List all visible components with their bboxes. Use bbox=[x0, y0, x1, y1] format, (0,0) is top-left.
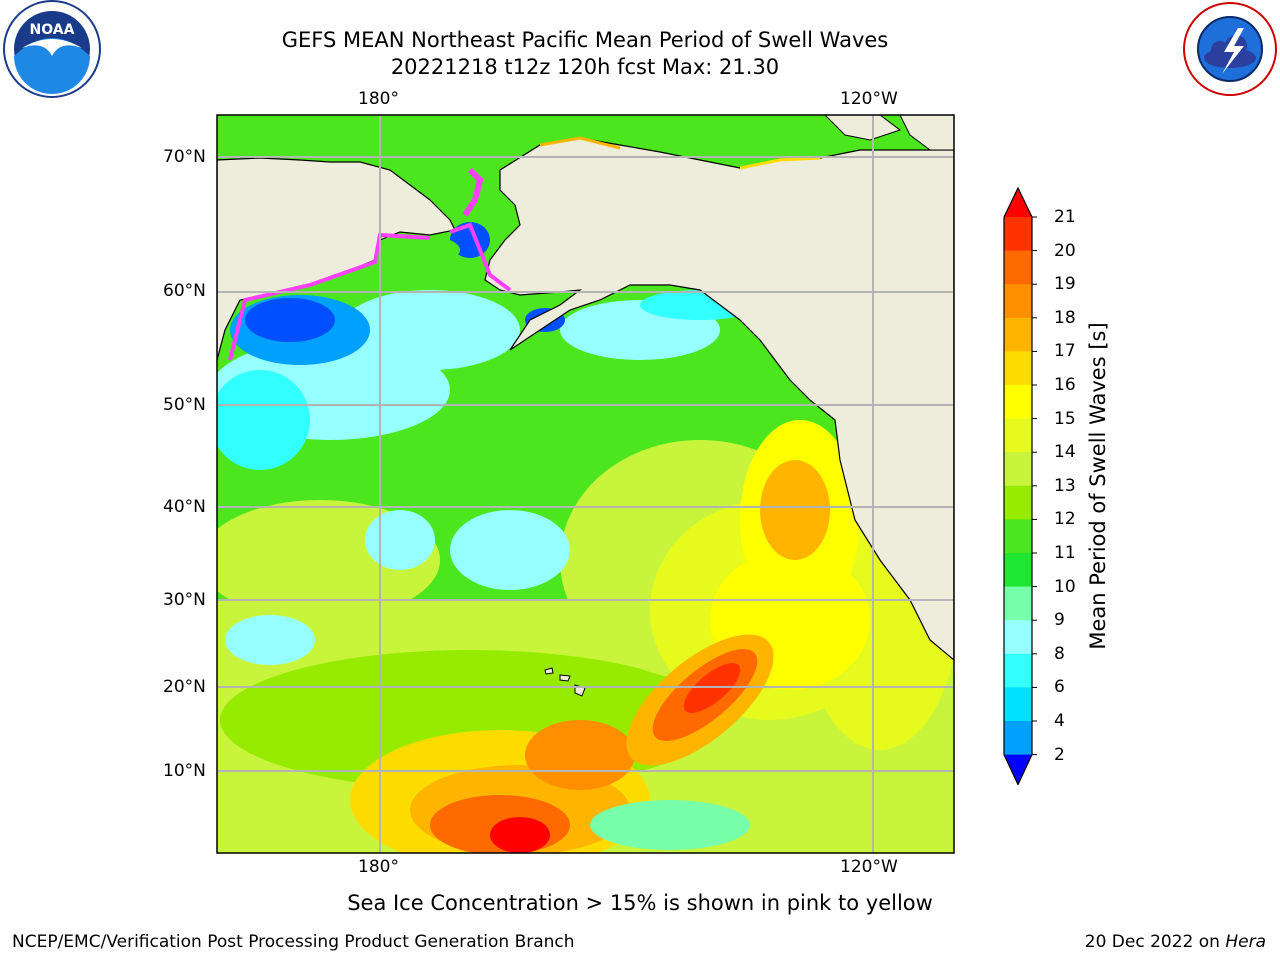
lon-label-bottom-180: 180° bbox=[358, 857, 399, 877]
footer-credit: NCEP/EMC/Verification Post Processing Pr… bbox=[12, 932, 575, 952]
lon-label-bottom-120w: 120°W bbox=[840, 857, 898, 877]
colorbar-segment bbox=[1004, 687, 1032, 722]
colorbar-tick-label: 14 bbox=[1054, 442, 1076, 463]
lat-label-30n: 30°N bbox=[163, 590, 206, 610]
nws-logo-icon bbox=[1183, 2, 1277, 96]
colorbar-tick-label: 17 bbox=[1054, 341, 1076, 362]
sea-ice-note: Sea Ice Concentration > 15% is shown in … bbox=[347, 891, 933, 915]
graticule bbox=[217, 115, 954, 853]
footer-date: 20 Dec 2022 on Hera bbox=[1085, 932, 1266, 952]
noaa-logo-text: NOAA bbox=[30, 22, 75, 38]
colorbar-segment bbox=[1004, 217, 1032, 252]
colorbar-segment bbox=[1004, 284, 1032, 319]
colorbar-segment bbox=[1004, 351, 1032, 386]
noaa-logo-icon: NOAA bbox=[3, 0, 101, 98]
colorbar-tick-label: 4 bbox=[1054, 711, 1065, 731]
colorbar-segment bbox=[1004, 250, 1032, 285]
lat-label-10n: 10°N bbox=[163, 761, 206, 781]
colorbar-tick-label: 21 bbox=[1054, 207, 1076, 227]
lon-label-top-120w: 120°W bbox=[840, 89, 898, 109]
colorbar-segment bbox=[1004, 721, 1032, 756]
lat-label-60n: 60°N bbox=[163, 281, 206, 301]
colorbar bbox=[1003, 186, 1037, 785]
colorbar-tick-label: 6 bbox=[1054, 677, 1065, 698]
colorbar-extend-max bbox=[1004, 188, 1032, 217]
footer-machine: Hera bbox=[1225, 932, 1266, 952]
colorbar-tick-label: 19 bbox=[1054, 274, 1076, 295]
lat-label-50n: 50°N bbox=[163, 395, 206, 415]
colorbar-tick-label: 20 bbox=[1054, 240, 1076, 261]
lat-label-20n: 20°N bbox=[163, 677, 206, 697]
lat-label-70n: 70°N bbox=[163, 147, 206, 167]
chart-title: GEFS MEAN Northeast Pacific Mean Period … bbox=[281, 28, 889, 52]
colorbar-segment bbox=[1004, 317, 1032, 352]
colorbar-tick-label: 9 bbox=[1054, 610, 1065, 631]
colorbar-tick-label: 16 bbox=[1054, 375, 1076, 395]
colorbar-extend-min bbox=[1004, 754, 1032, 785]
colorbar-segment bbox=[1004, 418, 1032, 453]
footer-date-text: 20 Dec 2022 on bbox=[1084, 932, 1226, 952]
colorbar-tick-label: 10 bbox=[1054, 576, 1076, 597]
colorbar-tick-label: 8 bbox=[1054, 643, 1065, 664]
colorbar-tick-label: 15 bbox=[1054, 408, 1076, 429]
chart-subtitle: 20221218 t12z 120h fcst Max: 21.30 bbox=[390, 55, 780, 79]
colorbar-tick-label: 13 bbox=[1054, 475, 1076, 496]
colorbar-segment bbox=[1004, 452, 1032, 487]
colorbar-label: Mean Period of Swell Waves [s] bbox=[1086, 322, 1110, 650]
map-frame bbox=[216, 114, 955, 854]
colorbar-tick-label: 12 bbox=[1054, 509, 1076, 530]
colorbar-segment bbox=[1004, 385, 1032, 420]
colorbar-tick-label: 11 bbox=[1054, 543, 1076, 563]
colorbar-tick-label: 2 bbox=[1054, 744, 1065, 765]
colorbar-segment bbox=[1004, 519, 1032, 554]
colorbar-tick-label: 18 bbox=[1054, 307, 1076, 328]
colorbar-segment bbox=[1004, 553, 1032, 588]
colorbar-segment bbox=[1004, 485, 1032, 520]
lon-label-top-180: 180° bbox=[358, 89, 399, 109]
colorbar-segment bbox=[1004, 653, 1032, 688]
colorbar-segment bbox=[1004, 586, 1032, 621]
colorbar-segment bbox=[1004, 620, 1032, 655]
lat-label-40n: 40°N bbox=[163, 497, 206, 517]
